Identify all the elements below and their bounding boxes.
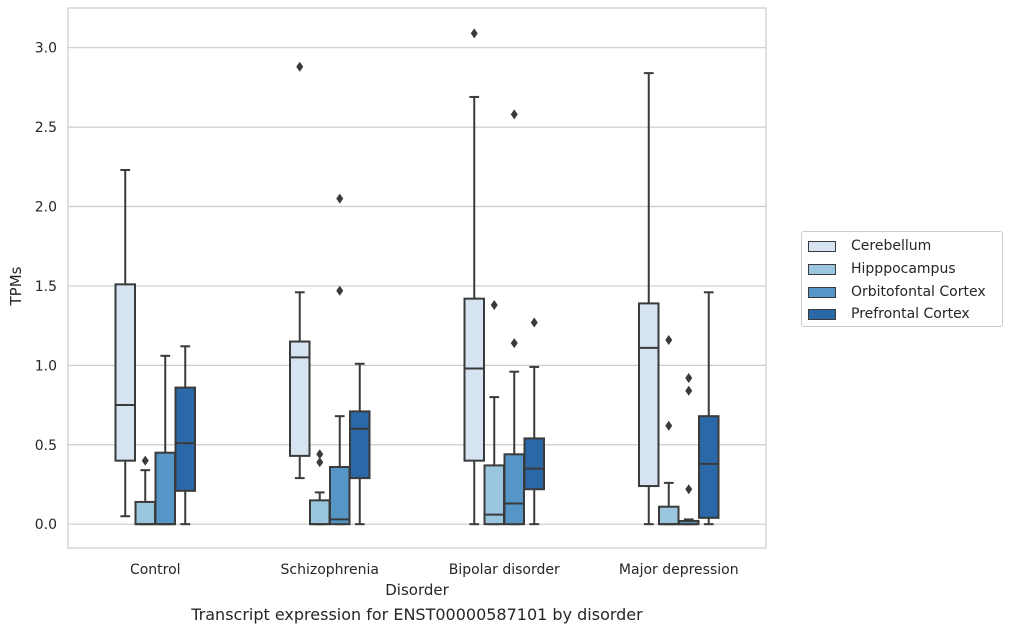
outlier-point: [296, 61, 304, 72]
outlier-point: [685, 484, 693, 495]
y-tick-label: 3.0: [35, 41, 57, 57]
series-orbitofontal-cortex: [154, 109, 700, 526]
box-iqr: [174, 386, 196, 492]
box-hipppocampus-bipolar-disorder: [483, 300, 505, 526]
box-hipppocampus-control: [134, 455, 156, 526]
box-iqr: [329, 466, 351, 526]
box-iqr: [523, 437, 545, 491]
outlier-point: [316, 449, 324, 460]
series-hipppocampus: [134, 300, 680, 526]
legend-swatch-prefrontal: [808, 308, 836, 320]
outlier-point: [336, 285, 344, 296]
box-iqr: [289, 340, 311, 457]
y-tick-label: 1.5: [35, 279, 57, 295]
legend-item-hippocampus: Hipppocampus: [808, 260, 956, 278]
box-series: [114, 28, 720, 526]
box-iqr: [134, 500, 156, 526]
y-axis-label: TPMs: [7, 266, 25, 306]
outlier-point: [685, 373, 693, 384]
box-iqr: [154, 451, 176, 526]
box-prefrontal-cortex-control: [174, 345, 196, 526]
y-tick-label: 2.5: [35, 120, 57, 136]
legend-label-cerebellum: Cerebellum: [851, 238, 932, 254]
box-iqr: [349, 410, 371, 480]
legend: Cerebellum Hipppocampus Orbitofontal Cor…: [801, 231, 1003, 327]
box-prefrontal-cortex-major-depression: [698, 291, 720, 526]
outlier-point: [530, 317, 538, 328]
y-tick-label: 2.0: [35, 200, 57, 216]
legend-item-orbitofrontal: Orbitofontal Cortex: [808, 283, 986, 301]
box-iqr: [309, 499, 331, 526]
outlier-point: [316, 457, 324, 468]
box-orbitofontal-cortex-major-depression: [678, 373, 700, 526]
box-cerebellum-control: [114, 169, 136, 518]
legend-swatch-cerebellum: [808, 240, 836, 252]
box-orbitofontal-cortex-schizophrenia: [329, 193, 351, 526]
box-orbitofontal-cortex-control: [154, 354, 176, 526]
legend-label-orbitofrontal: Orbitofontal Cortex: [851, 284, 986, 300]
outlier-point: [510, 109, 518, 120]
legend-label-prefrontal: Prefrontal Cortex: [851, 306, 970, 322]
box-hipppocampus-major-depression: [658, 334, 680, 526]
outlier-point: [665, 420, 673, 431]
box-iqr: [698, 415, 720, 519]
outlier-point: [490, 300, 498, 310]
outlier-point: [510, 338, 518, 349]
y-tick-label: 0.5: [35, 438, 57, 454]
box-cerebellum-major-depression: [638, 72, 660, 526]
x-tick-label-major-depression: Major depression: [619, 562, 739, 578]
outlier-point: [685, 385, 693, 396]
x-tick-label-bipolar-disorder: Bipolar disorder: [449, 562, 560, 578]
box-iqr: [658, 505, 680, 526]
y-tick-label: 0.0: [35, 517, 57, 533]
box-iqr: [503, 453, 525, 526]
box-prefrontal-cortex-bipolar-disorder: [523, 317, 545, 526]
box-iqr: [463, 297, 485, 462]
chart-caption: Transcript expression for ENST0000058710…: [191, 605, 643, 624]
box-orbitofontal-cortex-bipolar-disorder: [503, 109, 525, 526]
box-hipppocampus-schizophrenia: [309, 449, 331, 526]
y-tick-label: 1.0: [35, 358, 57, 374]
x-axis-ticks: Control Schizophrenia Bipolar disorder Majo…: [130, 562, 739, 578]
outlier-point: [665, 334, 673, 345]
x-axis-label: Disorder: [385, 581, 449, 599]
outlier-point: [470, 28, 478, 39]
series-prefrontal-cortex: [174, 291, 720, 526]
legend-label-hippocampus: Hipppocampus: [851, 261, 956, 277]
y-axis-ticks: 0.0 0.5 1.0 1.5 2.0 2.5 3.0: [35, 41, 57, 533]
series-cerebellum: [114, 28, 660, 526]
x-tick-label-control: Control: [130, 562, 181, 578]
outlier-point: [141, 455, 149, 466]
box-cerebellum-schizophrenia: [289, 61, 311, 480]
outlier-point: [336, 193, 344, 204]
legend-swatch-hippocampus: [808, 263, 836, 275]
legend-item-cerebellum: Cerebellum: [808, 237, 931, 255]
legend-swatch-orbitofrontal: [808, 286, 836, 298]
box-cerebellum-bipolar-disorder: [463, 28, 485, 526]
box-prefrontal-cortex-schizophrenia: [349, 362, 371, 526]
legend-item-prefrontal: Prefrontal Cortex: [808, 305, 970, 323]
plot-frame: [67, 7, 767, 549]
box-iqr: [638, 302, 660, 488]
box-iqr: [114, 283, 136, 462]
x-tick-label-schizophrenia: Schizophrenia: [281, 562, 379, 578]
